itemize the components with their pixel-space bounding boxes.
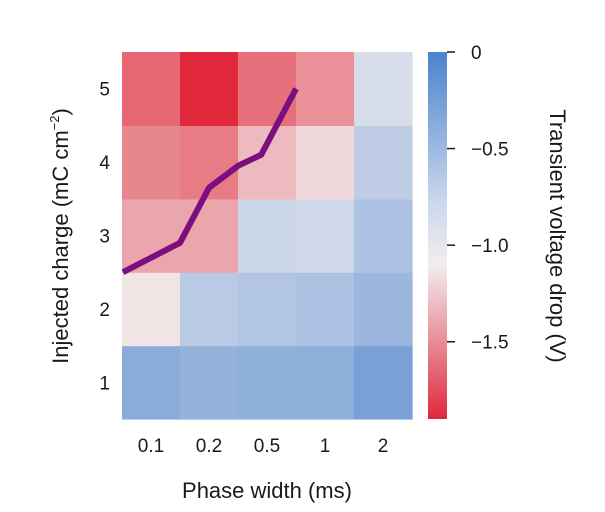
x-tick-labels: 0.1 0.2 0.5 1 2 bbox=[138, 436, 389, 457]
y-tick-label: 2 bbox=[99, 300, 110, 321]
x-tick-label: 2 bbox=[378, 436, 389, 457]
heatmap-cell bbox=[180, 272, 239, 347]
heatmap-cell bbox=[180, 198, 239, 273]
x-axis-title: Phase width (ms) bbox=[182, 478, 352, 503]
heatmap-cell bbox=[238, 272, 297, 347]
heatmap-cell bbox=[296, 52, 355, 126]
heatmap-cell bbox=[122, 272, 181, 347]
heatmap-cell bbox=[354, 198, 413, 273]
threshold-line bbox=[121, 87, 299, 275]
colorbar-tick-label: −0.5 bbox=[471, 140, 509, 161]
heatmap-cell bbox=[122, 125, 181, 200]
colorbar-tick-label: −1.0 bbox=[471, 236, 509, 257]
heatmap-cell bbox=[354, 272, 413, 347]
y-tick-label: 5 bbox=[99, 80, 110, 101]
heatmap-cells bbox=[122, 52, 413, 420]
y-axis-title-close: ) bbox=[48, 108, 73, 115]
heatmap-cell bbox=[354, 125, 413, 200]
heatmap-cell bbox=[122, 198, 181, 273]
heatmap-cell bbox=[296, 345, 355, 420]
colorbar-tick-label: −1.5 bbox=[471, 333, 509, 354]
y-tick-label: 1 bbox=[99, 373, 110, 394]
heatmap-cell bbox=[238, 52, 297, 126]
y-axis-title-superscript: −2 bbox=[47, 115, 62, 130]
x-tick-label: 0.2 bbox=[196, 436, 222, 457]
heatmap-cell bbox=[354, 345, 413, 420]
y-axis-title-main: Injected charge (mC cm bbox=[48, 130, 73, 364]
y-tick-labels: 1 2 3 4 5 bbox=[99, 80, 110, 395]
heatmap-cell bbox=[180, 52, 239, 126]
y-tick-label: 4 bbox=[99, 153, 110, 174]
x-tick-label: 0.1 bbox=[138, 436, 164, 457]
colorbar bbox=[428, 52, 447, 419]
colorbar-label: Transient voltage drop (V) bbox=[545, 109, 570, 363]
x-tick-label: 1 bbox=[320, 436, 331, 457]
colorbar-tick-label: 0 bbox=[471, 43, 482, 64]
heatmap-cell bbox=[296, 125, 355, 200]
heatmap-cell bbox=[296, 198, 355, 273]
heatmap-cell bbox=[238, 345, 297, 420]
heatmap-cell bbox=[296, 272, 355, 347]
y-tick-label: 3 bbox=[99, 227, 110, 248]
heatmap-cell bbox=[122, 52, 181, 126]
heatmap-cell bbox=[238, 198, 297, 273]
heatmap-cell bbox=[180, 345, 239, 420]
heatmap-cell bbox=[354, 52, 413, 126]
heatmap-cell bbox=[122, 345, 181, 420]
x-tick-label: 0.5 bbox=[254, 436, 280, 457]
colorbar-ticks: 0 −0.5 −1.0 −1.5 bbox=[447, 43, 509, 354]
y-axis-title: Injected charge (mC cm−2) bbox=[47, 108, 73, 364]
